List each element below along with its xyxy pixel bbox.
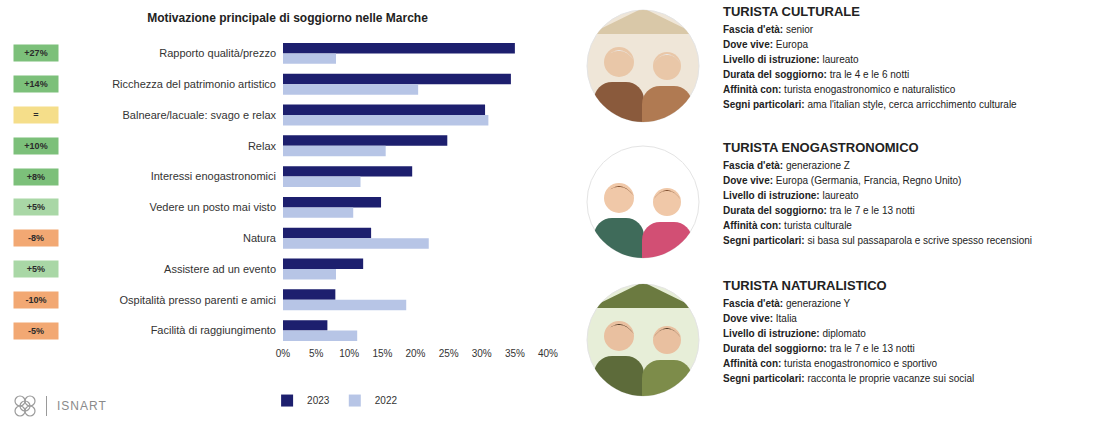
html-text:Affinità con: turista enogastr: Affinità con: turista enogastronomico e … bbox=[723, 84, 956, 95]
svg-text:2023: 2023 bbox=[307, 395, 330, 406]
svg-text:Assistere ad un evento: Assistere ad un evento bbox=[164, 263, 276, 275]
svg-text:15%: 15% bbox=[372, 348, 392, 359]
html-text:Dove vive: Europa (Germania, F: Dove vive: Europa (Germania, Francia, Re… bbox=[723, 175, 962, 186]
svg-text:=: = bbox=[33, 110, 38, 120]
svg-text:-8%: -8% bbox=[28, 233, 44, 243]
html-text:Livello di istruzione: laureat: Livello di istruzione: laureato bbox=[723, 54, 859, 65]
html-text:Durata del soggiorno: tra le 7: Durata del soggiorno: tra le 7 e le 13 n… bbox=[723, 205, 915, 216]
html-text:Livello di istruzione: laureat: Livello di istruzione: laureato bbox=[723, 190, 859, 201]
svg-text:Natura: Natura bbox=[243, 232, 277, 244]
svg-text:+10%: +10% bbox=[24, 141, 47, 151]
svg-text:25%: 25% bbox=[439, 348, 459, 359]
svg-text:Relax: Relax bbox=[248, 140, 277, 152]
html-text:TURISTA NATURALISTICO: TURISTA NATURALISTICO bbox=[723, 278, 887, 293]
svg-text:Ospitalità presso parenti e am: Ospitalità presso parenti e amici bbox=[119, 294, 276, 306]
html-text:Segni particolari: ama l'itali: Segni particolari: ama l'italian style, … bbox=[723, 99, 1017, 110]
svg-text:35%: 35% bbox=[505, 348, 525, 359]
svg-text:+14%: +14% bbox=[24, 79, 47, 89]
html-text:ISNART: ISNART bbox=[57, 399, 107, 413]
html-text:Durata del soggiorno: tra le 4: Durata del soggiorno: tra le 4 e le 6 no… bbox=[723, 69, 910, 80]
html-text:Affinità con: turista cultural: Affinità con: turista culturale bbox=[723, 220, 852, 231]
svg-text:Vedere un posto mai visto: Vedere un posto mai visto bbox=[149, 201, 276, 213]
html-text:TURISTA CULTURALE: TURISTA CULTURALE bbox=[723, 4, 860, 19]
html-text:Fascia d'età: generazione Z: Fascia d'età: generazione Z bbox=[723, 160, 850, 171]
html-text:Segni particolari: si basa sul: Segni particolari: si basa sul passaparo… bbox=[723, 235, 1032, 246]
svg-text:5%: 5% bbox=[309, 348, 324, 359]
html-text:Fascia d'età: senior: Fascia d'età: senior bbox=[723, 24, 814, 35]
svg-text:0%: 0% bbox=[276, 348, 291, 359]
svg-text:Motivazione principale di sogg: Motivazione principale di soggiorno nell… bbox=[147, 11, 428, 25]
html-text:TURISTA ENOGASTRONOMICO: TURISTA ENOGASTRONOMICO bbox=[723, 140, 919, 155]
svg-text:10%: 10% bbox=[339, 348, 359, 359]
svg-text:Ricchezza del patrimonio artis: Ricchezza del patrimonio artistico bbox=[112, 78, 276, 90]
svg-text:-5%: -5% bbox=[28, 326, 44, 336]
svg-text:20%: 20% bbox=[405, 348, 425, 359]
html-text:Segni particolari: racconta le: Segni particolari: racconta le proprie v… bbox=[723, 373, 975, 384]
svg-text:+5%: +5% bbox=[27, 202, 45, 212]
svg-text:Balneare/lacuale: svago e rela: Balneare/lacuale: svago e relax bbox=[123, 109, 277, 121]
html-text:Dove vive: Europa: Dove vive: Europa bbox=[723, 39, 809, 50]
svg-text:+27%: +27% bbox=[24, 48, 47, 58]
svg-text:Interessi enogastronomici: Interessi enogastronomici bbox=[151, 170, 276, 182]
svg-text:2022: 2022 bbox=[375, 395, 398, 406]
html-text:Affinità con: turista enogastr: Affinità con: turista enogastronomico e … bbox=[723, 358, 937, 369]
html-text:Dove vive: Italia: Dove vive: Italia bbox=[723, 313, 797, 324]
svg-text:Rapporto qualità/prezzo: Rapporto qualità/prezzo bbox=[159, 47, 276, 59]
svg-text:40%: 40% bbox=[538, 348, 558, 359]
svg-text:30%: 30% bbox=[472, 348, 492, 359]
html-text:Livello di istruzione: diploma: Livello di istruzione: diplomato bbox=[723, 328, 866, 339]
svg-text:+8%: +8% bbox=[27, 172, 45, 182]
svg-text:Facilità di raggiungimento: Facilità di raggiungimento bbox=[151, 324, 276, 336]
html-text:Durata del soggiorno: tra le 7: Durata del soggiorno: tra le 7 e le 13 n… bbox=[723, 343, 915, 354]
svg-text:-10%: -10% bbox=[25, 295, 46, 305]
html-text:Fascia d'età: generazione Y: Fascia d'età: generazione Y bbox=[723, 298, 851, 309]
svg-text:+5%: +5% bbox=[27, 264, 45, 274]
